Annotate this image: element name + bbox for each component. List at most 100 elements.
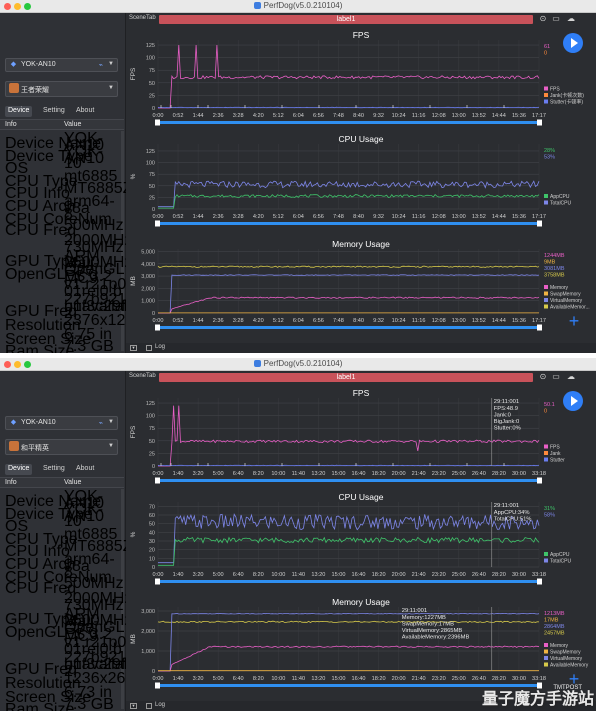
tab-device[interactable]: Device (5, 464, 33, 475)
timeline-scrubber[interactable] (158, 326, 539, 329)
legend-label[interactable]: Stutter (550, 458, 565, 464)
zoom-window-button[interactable] (24, 3, 31, 10)
app-select[interactable]: 和平精英 ▼ (5, 439, 118, 455)
legend-label[interactable]: AppCPU (550, 194, 570, 200)
legend-label[interactable]: Stutter(卡顿率) (550, 99, 583, 106)
legend-label[interactable]: TotalCPU (550, 559, 572, 565)
legend-label[interactable]: Jank (550, 451, 561, 457)
legend-label[interactable]: Memory (550, 285, 569, 291)
minimize-window-button[interactable] (14, 361, 21, 368)
minimize-window-button[interactable] (14, 3, 21, 10)
scrubber-handle-left[interactable] (155, 578, 160, 585)
zoom-window-button[interactable] (24, 361, 31, 368)
chart-mem[interactable]: MB 0 1,000 2,000 3,000 29:11:001Memory:1227MB… (126, 597, 596, 702)
legend-swatch[interactable] (544, 444, 548, 449)
y-tick-label: 0 (152, 207, 155, 213)
legend-swatch[interactable] (544, 558, 548, 563)
start-test-button[interactable] (563, 33, 583, 53)
close-window-button[interactable] (4, 361, 11, 368)
device-select[interactable]: ◆ YOK-AN10 ⌁ ▼ (5, 416, 118, 430)
scenetab-label[interactable]: SceneTab (129, 15, 156, 21)
tab-device[interactable]: Device (5, 106, 33, 117)
scrubber-handle-right[interactable] (537, 324, 542, 331)
legend-swatch[interactable] (544, 200, 548, 205)
legend-swatch[interactable] (544, 291, 548, 296)
scrubber-handle-left[interactable] (155, 119, 160, 126)
legend-swatch[interactable] (544, 457, 548, 462)
cloud-icon[interactable]: ☁ (567, 372, 575, 381)
collapse-panel-button[interactable]: ▼ (130, 703, 137, 709)
info-scrollbar[interactable] (121, 131, 124, 351)
chart-mem[interactable]: MB 0 1,000 2,000 3,000 4,000 5,000 1244MB9MB308… (126, 239, 596, 344)
add-chart-button[interactable]: + (568, 669, 580, 689)
legend-label[interactable]: Jank(卡顿次数) (550, 92, 584, 99)
cloud-icon[interactable]: ☁ (567, 14, 575, 23)
legend-label[interactable]: SwapMemory (550, 292, 581, 298)
timeline-scrubber[interactable] (158, 580, 539, 583)
legend-swatch[interactable] (544, 86, 548, 91)
legend-label[interactable]: VirtualMemory (550, 298, 583, 304)
timeline-scrubber[interactable] (158, 222, 539, 225)
info-scrollbar[interactable] (121, 489, 124, 709)
location-icon[interactable]: ⊙ (539, 14, 547, 23)
scene-label-bar[interactable]: label1 (159, 15, 533, 24)
scrubber-handle-left[interactable] (155, 477, 160, 484)
scrubber-handle-right[interactable] (537, 578, 542, 585)
x-tick-label: 10:00 (271, 572, 285, 578)
legend-swatch[interactable] (544, 552, 548, 556)
legend-swatch[interactable] (544, 93, 548, 97)
tab-setting[interactable]: Setting (43, 107, 65, 114)
tab-about[interactable]: About (76, 465, 95, 472)
folder-icon[interactable]: ▭ (552, 14, 560, 23)
device-select[interactable]: ◆ YOK-AN10 ⌁ ▼ (5, 58, 118, 72)
collapse-panel-button[interactable]: ▼ (130, 345, 137, 351)
scrubber-handle-left[interactable] (155, 220, 160, 227)
legend-label[interactable]: SwapMemory (550, 650, 581, 656)
legend-swatch[interactable] (544, 304, 548, 309)
legend-swatch[interactable] (544, 662, 548, 667)
connection-icon[interactable]: ⌁ (98, 420, 103, 427)
scrubber-handle-right[interactable] (537, 682, 542, 689)
log-checkbox[interactable] (146, 345, 152, 351)
folder-icon[interactable]: ▭ (552, 372, 560, 381)
legend-swatch[interactable] (544, 194, 548, 198)
legend-label[interactable]: AppCPU (550, 552, 570, 558)
legend-swatch[interactable] (544, 643, 548, 647)
add-chart-button[interactable]: + (568, 311, 580, 331)
legend-label[interactable]: AvailableMemory (550, 663, 589, 669)
legend-swatch[interactable] (544, 656, 548, 660)
timeline-scrubber[interactable] (158, 479, 539, 482)
legend-label[interactable]: AvailableMemor... (550, 305, 590, 311)
tab-setting[interactable]: Setting (43, 465, 65, 472)
app-select[interactable]: 王者荣耀 ▼ (5, 81, 118, 97)
start-test-button[interactable] (563, 391, 583, 411)
connection-icon[interactable]: ⌁ (98, 62, 103, 69)
legend-label[interactable]: FPS (550, 87, 560, 93)
legend-label[interactable]: TotalCPU (550, 201, 572, 207)
location-icon[interactable]: ⊙ (539, 372, 547, 381)
scrubber-handle-right[interactable] (537, 220, 542, 227)
legend-label[interactable]: VirtualMemory (550, 656, 583, 662)
legend-swatch[interactable] (544, 298, 548, 302)
legend-swatch[interactable] (544, 99, 548, 104)
legend-swatch[interactable] (544, 451, 548, 455)
legend-label[interactable]: Memory (550, 643, 569, 649)
timeline-scrubber[interactable] (158, 684, 539, 687)
legend-swatch[interactable] (544, 285, 548, 289)
scrubber-handle-left[interactable] (155, 324, 160, 331)
log-checkbox[interactable] (146, 703, 152, 709)
timeline-scrubber[interactable] (158, 121, 539, 124)
close-window-button[interactable] (4, 3, 11, 10)
legend-swatch[interactable] (544, 649, 548, 654)
legend-label[interactable]: FPS (550, 445, 560, 451)
chart-fps[interactable]: FPS 0 25 50 75 100 125 29:11:001FPS:48.9Jank:0B… (126, 388, 596, 493)
scrubber-handle-left[interactable] (155, 682, 160, 689)
scrubber-handle-right[interactable] (537, 477, 542, 484)
scene-label-bar[interactable]: label1 (159, 373, 533, 382)
scenetab-label[interactable]: SceneTab (129, 373, 156, 379)
tab-about[interactable]: About (76, 107, 95, 114)
scrubber-handle-right[interactable] (537, 119, 542, 126)
